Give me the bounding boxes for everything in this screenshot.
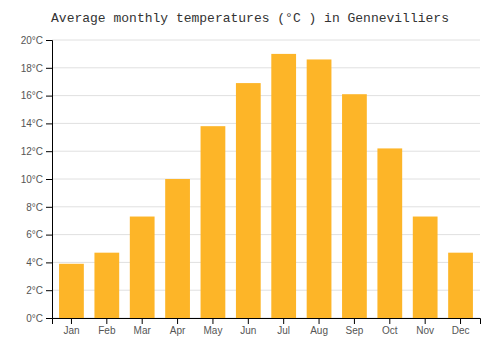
y-tick: 20°C xyxy=(21,35,52,46)
bar xyxy=(165,179,190,318)
x-tick: Jan xyxy=(63,318,79,336)
x-tick-label: Oct xyxy=(382,325,398,336)
x-tick-mark xyxy=(106,318,107,324)
y-tick-label: 6°C xyxy=(26,229,43,240)
bar xyxy=(413,217,438,318)
bar xyxy=(448,253,473,318)
x-tick-label: Mar xyxy=(134,325,152,336)
x-tick-label: Sep xyxy=(346,325,364,336)
y-tick-label: 12°C xyxy=(21,146,43,157)
grid-line xyxy=(52,123,480,124)
bar xyxy=(94,253,119,318)
bar xyxy=(236,83,261,318)
y-tick: 2°C xyxy=(26,285,52,296)
bar xyxy=(342,94,367,318)
y-tick: 12°C xyxy=(21,146,52,157)
x-tick: Sep xyxy=(346,318,364,336)
x-tick-label: Nov xyxy=(416,325,434,336)
bars xyxy=(59,54,473,318)
bar xyxy=(307,59,332,318)
plot: 0°C 2°C 4°C 6°C 8°C 10°C 12°C 14°C 16°C 18°C 20°C J… xyxy=(21,35,481,336)
bar xyxy=(377,148,402,318)
x-tick: Dec xyxy=(452,318,470,336)
x-tick-mark xyxy=(319,318,320,324)
y-tick: 4°C xyxy=(26,257,52,268)
bar xyxy=(201,126,226,318)
x-tick-mark xyxy=(425,318,426,324)
x-tick-mark xyxy=(460,318,461,324)
x-tick-label: May xyxy=(203,325,222,336)
grid-line xyxy=(52,206,480,207)
x-tick: May xyxy=(203,318,222,336)
y-tick-mark xyxy=(46,40,52,41)
chart: 0°C 2°C 4°C 6°C 8°C 10°C 12°C 14°C 16°C 18°C 20°C J… xyxy=(0,0,500,350)
x-tick-mark xyxy=(177,318,178,324)
title: Average monthly temperatures (°C ) in Ge… xyxy=(51,11,449,26)
y-tick-mark xyxy=(46,151,52,152)
x-tick-label: Apr xyxy=(170,325,186,336)
x-axis: Jan Feb Mar Apr May Jun Jul Aug Sep Oct Nov Dec xyxy=(53,318,481,336)
x-tick-mark xyxy=(389,318,390,324)
x-tick: Apr xyxy=(170,318,186,336)
y-tick-mark xyxy=(46,96,52,97)
x-tick-mark xyxy=(142,318,143,324)
x-tick: Feb xyxy=(98,318,116,336)
y-tick-mark xyxy=(46,262,52,263)
grid-line xyxy=(52,67,480,68)
y-tick-label: 0°C xyxy=(26,313,43,324)
x-tick-label: Jun xyxy=(240,325,256,336)
x-tick-label: Jan xyxy=(63,325,79,336)
y-tick-label: 10°C xyxy=(21,174,43,185)
y-tick-mark xyxy=(46,207,52,208)
x-tick: Jul xyxy=(277,318,290,336)
y-tick-mark xyxy=(46,123,52,124)
y-tick-label: 8°C xyxy=(26,202,43,213)
y-tick: 16°C xyxy=(21,90,52,101)
y-axis-line xyxy=(46,41,53,319)
y-tick-mark xyxy=(46,68,52,69)
x-tick-label: Jul xyxy=(277,325,290,336)
y-tick-label: 18°C xyxy=(21,63,43,74)
x-tick: Oct xyxy=(382,318,398,336)
x-tick: Nov xyxy=(416,318,434,336)
y-tick-label: 2°C xyxy=(26,285,43,296)
bar xyxy=(130,217,155,318)
y-tick-label: 20°C xyxy=(21,35,43,46)
grid-line xyxy=(52,151,480,152)
y-tick: 8°C xyxy=(26,202,52,213)
x-tick-label: Aug xyxy=(310,325,328,336)
bar xyxy=(59,264,84,318)
y-tick-mark xyxy=(46,318,52,319)
y-tick-label: 4°C xyxy=(26,257,43,268)
grid xyxy=(52,40,480,318)
x-tick-mark xyxy=(283,318,284,324)
x-tick-mark xyxy=(354,318,355,324)
x-tick-mark xyxy=(248,318,249,324)
x-tick-mark xyxy=(212,318,213,324)
x-tick-label: Dec xyxy=(452,325,470,336)
grid-line xyxy=(52,95,480,96)
y-tick: 14°C xyxy=(21,118,52,129)
x-tick-mark xyxy=(71,318,72,324)
y-tick-mark xyxy=(46,179,52,180)
x-tick: Mar xyxy=(134,318,152,336)
grid-line xyxy=(52,179,480,180)
grid-line xyxy=(52,40,480,41)
y-tick-label: 16°C xyxy=(21,90,43,101)
x-tick-label: Feb xyxy=(98,325,116,336)
x-tick: Jun xyxy=(240,318,256,336)
y-tick: 18°C xyxy=(21,63,52,74)
x-axis-line xyxy=(53,319,481,325)
y-tick: 0°C xyxy=(26,313,52,324)
y-tick: 6°C xyxy=(26,229,52,240)
bar xyxy=(271,54,296,318)
y-tick: 10°C xyxy=(21,174,52,185)
y-tick-mark xyxy=(46,235,52,236)
y-axis: 0°C 2°C 4°C 6°C 8°C 10°C 12°C 14°C 16°C 18°C 20°C xyxy=(21,35,53,324)
y-tick-label: 14°C xyxy=(21,118,43,129)
y-tick-mark xyxy=(46,290,52,291)
x-tick: Aug xyxy=(310,318,328,336)
